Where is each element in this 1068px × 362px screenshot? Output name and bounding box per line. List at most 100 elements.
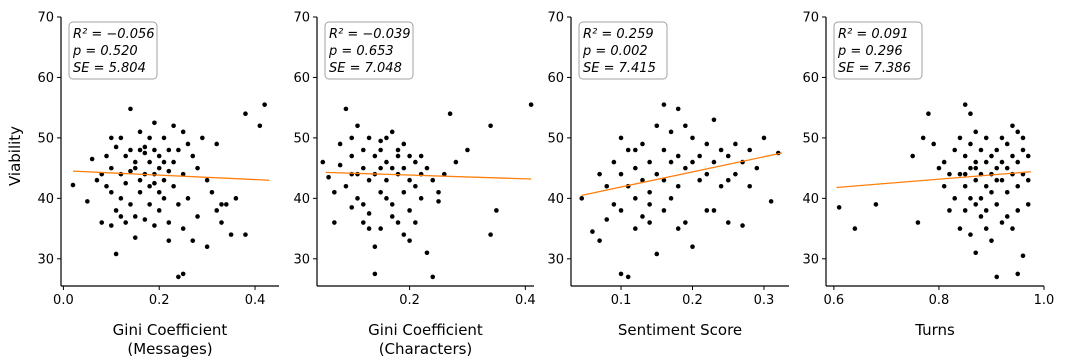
- data-point: [147, 135, 152, 141]
- data-point: [618, 135, 624, 141]
- data-point: [962, 153, 968, 159]
- data-point: [190, 238, 196, 243]
- x-tick-label: 0.3: [754, 293, 775, 308]
- data-point: [994, 177, 1000, 183]
- data-point: [704, 208, 710, 213]
- data-point: [690, 244, 695, 250]
- x-tick-label: 0.1: [611, 293, 632, 308]
- data-point: [983, 208, 989, 213]
- data-point: [413, 220, 418, 225]
- data-point: [668, 129, 674, 135]
- data-point: [442, 171, 447, 177]
- data-point: [407, 177, 412, 183]
- data-point: [424, 165, 430, 171]
- data-point: [366, 135, 372, 141]
- data-point: [343, 106, 349, 112]
- trend-line: [72, 170, 270, 181]
- data-point: [128, 147, 133, 153]
- data-point: [711, 208, 717, 213]
- data-point: [968, 232, 973, 237]
- data-point: [1010, 226, 1015, 231]
- data-point: [180, 226, 186, 231]
- data-point: [915, 220, 921, 225]
- data-point: [128, 202, 133, 207]
- stats-line: SE = 7.386: [838, 61, 911, 76]
- data-point: [597, 238, 602, 243]
- data-point: [161, 159, 167, 165]
- stats-line: p = 0.520: [72, 44, 138, 59]
- data-point: [1004, 214, 1010, 219]
- data-point: [118, 196, 124, 201]
- data-point: [1025, 177, 1031, 183]
- data-point: [360, 220, 366, 225]
- stats-box: [68, 21, 158, 80]
- data-point: [430, 177, 436, 183]
- x-tick-label: 0.0: [53, 293, 74, 308]
- data-point: [704, 141, 710, 147]
- data-point: [320, 159, 326, 165]
- data-point: [836, 205, 842, 210]
- data-point: [725, 220, 731, 225]
- data-point: [204, 177, 210, 183]
- y-tick-label: 60: [802, 71, 819, 86]
- y-tick-label: 40: [802, 192, 819, 207]
- data-point: [590, 229, 595, 234]
- data-point: [994, 202, 1000, 207]
- data-point: [968, 196, 973, 201]
- data-point: [675, 153, 681, 159]
- data-point: [999, 177, 1005, 183]
- data-point: [640, 141, 645, 147]
- data-point: [968, 165, 973, 171]
- data-point: [1020, 147, 1026, 153]
- data-point: [89, 156, 95, 162]
- data-point: [349, 153, 355, 159]
- data-point: [654, 251, 660, 257]
- y-tick-label: 30: [37, 252, 54, 267]
- data-point: [395, 220, 401, 225]
- data-point: [611, 159, 617, 165]
- data-point: [378, 147, 383, 153]
- stats-line: R² = 0.091: [838, 27, 909, 42]
- x-tick-label: 0.6: [824, 293, 845, 308]
- data-point: [989, 190, 994, 195]
- data-point: [957, 135, 963, 141]
- data-point: [118, 135, 124, 141]
- data-point: [910, 153, 915, 159]
- data-point: [378, 138, 383, 144]
- data-point: [372, 244, 378, 250]
- data-point: [528, 102, 534, 107]
- data-point: [104, 153, 109, 159]
- data-point: [947, 171, 952, 177]
- data-point: [152, 180, 157, 186]
- data-point: [384, 196, 389, 201]
- data-point: [436, 199, 441, 204]
- stats-line: SE = 7.415: [583, 61, 656, 76]
- data-point: [185, 141, 191, 147]
- data-point: [761, 135, 767, 141]
- data-point: [418, 153, 424, 159]
- data-point: [152, 223, 157, 228]
- data-point: [962, 171, 968, 177]
- data-point: [1010, 153, 1015, 159]
- data-point: [697, 177, 702, 183]
- data-point: [372, 153, 378, 159]
- data-point: [413, 159, 418, 165]
- data-point: [647, 190, 652, 195]
- data-point: [413, 183, 418, 189]
- trend-line: [836, 171, 1031, 189]
- data-point: [142, 144, 148, 150]
- data-point: [733, 141, 738, 147]
- data-point: [740, 223, 745, 228]
- data-point: [683, 165, 688, 171]
- data-point: [401, 141, 407, 147]
- stats-line: SE = 5.804: [73, 61, 146, 76]
- y-tick-label: 60: [293, 71, 310, 86]
- scatter-panel: 30 40 50 60 70 0.2 0.4 Gini Coefficient(Charact…: [293, 11, 535, 359]
- x-axis-label: (Messages): [127, 340, 212, 358]
- data-point: [176, 147, 181, 153]
- data-point: [983, 183, 989, 189]
- data-point: [633, 196, 638, 201]
- data-point: [999, 135, 1005, 141]
- data-point: [625, 147, 631, 153]
